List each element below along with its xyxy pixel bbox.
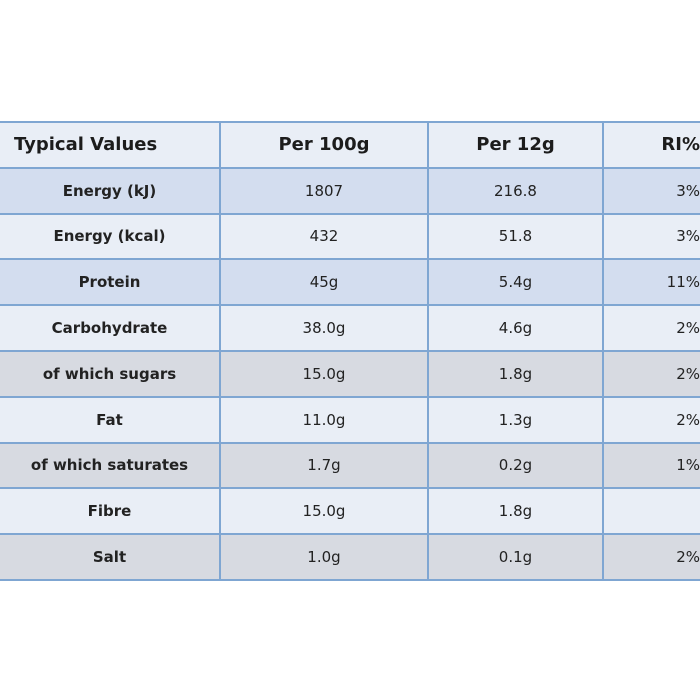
table-cell xyxy=(604,489,700,536)
nutrition-table: Typical Values Per 100g Per 12g RI% Energy (… xyxy=(0,121,700,581)
table-cell: 15.0g xyxy=(221,489,429,536)
table-cell: 45g xyxy=(221,260,429,307)
table-cell: 38.0g xyxy=(221,306,429,352)
table-cell: 0.2g xyxy=(429,443,604,490)
table-cell: Energy (kJ) xyxy=(0,168,221,215)
header-cell: Per 12g xyxy=(429,123,604,169)
table-cell: 15.0g xyxy=(221,352,429,398)
table-cell: 1% xyxy=(604,443,700,490)
table-cell: of which saturates xyxy=(0,443,221,490)
table-cell: Salt xyxy=(0,535,221,581)
table-cell: of which sugars xyxy=(0,352,221,398)
table-cell: Energy (kcal) xyxy=(0,214,221,261)
header-cell: Typical Values xyxy=(0,123,221,169)
header-cell: RI% xyxy=(604,123,700,169)
table-cell: 2% xyxy=(604,352,700,398)
table-cell: 432 xyxy=(221,214,429,261)
table-cell: 1.8g xyxy=(429,352,604,398)
table-cell: Fat xyxy=(0,397,221,444)
table-cell: 1.7g xyxy=(221,443,429,490)
table-cell: 1807 xyxy=(221,168,429,215)
table-cell: 2% xyxy=(604,306,700,352)
table-cell: 1.0g xyxy=(221,535,429,581)
table-cell: 2% xyxy=(604,397,700,444)
table-cell: Carbohydrate xyxy=(0,306,221,352)
table-cell: 4.6g xyxy=(429,306,604,352)
table-cell: 216.8 xyxy=(429,168,604,215)
table-cell: 1.8g xyxy=(429,489,604,536)
table-cell: 11% xyxy=(604,260,700,307)
table-cell: 3% xyxy=(604,214,700,261)
table-cell: 1.3g xyxy=(429,397,604,444)
table-cell: 11.0g xyxy=(221,397,429,444)
table-cell: Fibre xyxy=(0,489,221,536)
table-cell: 3% xyxy=(604,168,700,215)
table-cell: 2% xyxy=(604,535,700,581)
table-cell: 0.1g xyxy=(429,535,604,581)
table-border xyxy=(0,121,700,123)
table-cell: 5.4g xyxy=(429,260,604,307)
table-cell: Protein xyxy=(0,260,221,307)
header-cell: Per 100g xyxy=(221,123,429,169)
table-cell: 51.8 xyxy=(429,214,604,261)
